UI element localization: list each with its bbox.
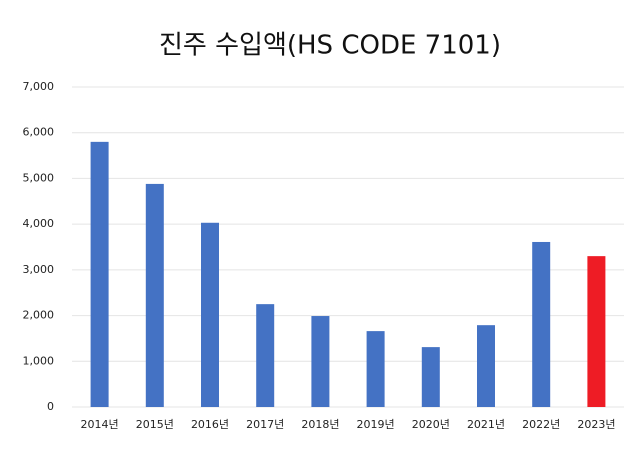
y-tick-label: 1,000 xyxy=(23,354,55,367)
bar xyxy=(311,316,330,407)
y-tick-label: 3,000 xyxy=(23,263,55,276)
bar xyxy=(587,256,606,407)
x-tick-label: 2022년 xyxy=(522,418,560,431)
x-tick-label: 2021년 xyxy=(467,418,505,431)
y-tick-label: 2,000 xyxy=(23,309,55,322)
bar xyxy=(256,304,275,407)
x-tick-label: 2016년 xyxy=(191,418,229,431)
x-tick-label: 2014년 xyxy=(81,418,119,431)
chart-title: 진주 수입액(HS CODE 7101) xyxy=(159,31,501,61)
bar xyxy=(366,331,385,407)
x-tick-label: 2015년 xyxy=(136,418,174,431)
y-tick-label: 0 xyxy=(47,400,54,413)
bar xyxy=(145,183,164,407)
x-tick-label: 2019년 xyxy=(357,418,395,431)
x-tick-label: 2018년 xyxy=(301,418,339,431)
x-tick-label: 2020년 xyxy=(412,418,450,431)
y-tick-label: 4,000 xyxy=(23,217,55,230)
y-tick-label: 5,000 xyxy=(23,171,55,184)
y-tick-label: 7,000 xyxy=(23,80,55,93)
bar xyxy=(477,325,495,407)
x-tick-label: 2017년 xyxy=(246,418,284,431)
bar xyxy=(90,141,109,407)
bar xyxy=(532,241,551,407)
bar xyxy=(201,222,219,407)
x-tick-label: 2023년 xyxy=(577,418,615,431)
y-tick-label: 6,000 xyxy=(23,126,55,139)
bar xyxy=(421,347,440,407)
